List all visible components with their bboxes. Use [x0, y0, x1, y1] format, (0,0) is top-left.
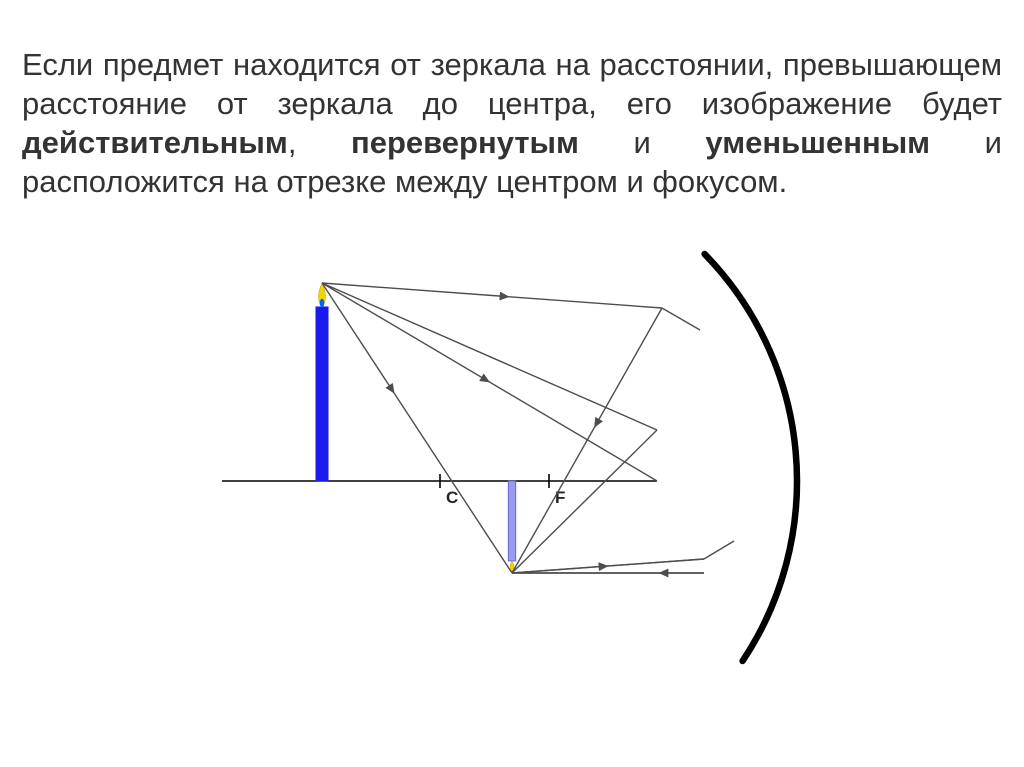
- axis-label: C: [446, 488, 458, 507]
- caption-bold-1: действительным: [22, 125, 288, 160]
- object-candle: [316, 307, 328, 481]
- light-ray: [512, 308, 662, 573]
- caption-bold-2: перевернутым: [351, 125, 579, 160]
- light-ray: [322, 283, 512, 573]
- ray-arrowhead: [386, 384, 394, 394]
- caption-bold-3: уменьшенным: [705, 125, 930, 160]
- caption-sep-2: и: [579, 125, 705, 160]
- axis-label: F: [555, 488, 565, 507]
- light-ray: [512, 430, 657, 573]
- caption-sep-1: ,: [288, 125, 351, 160]
- light-ray: [662, 308, 700, 330]
- flame-core: [320, 299, 325, 307]
- ray-arrowhead: [595, 417, 603, 427]
- light-ray: [704, 541, 734, 559]
- ray-arrowhead: [500, 292, 509, 300]
- ray-arrowhead: [480, 374, 490, 382]
- image-candle: [508, 481, 516, 561]
- mirror-arc: [705, 254, 797, 661]
- caption-part-1: Если предмет находится от зеркала на рас…: [22, 47, 1002, 121]
- light-ray: [322, 283, 657, 430]
- caption-paragraph: Если предмет находится от зеркала на рас…: [22, 45, 1002, 201]
- light-ray: [322, 283, 662, 308]
- mirror-ray-diagram: CF: [212, 236, 812, 666]
- ray-arrowhead: [599, 563, 608, 571]
- diagram-container: CF: [212, 232, 812, 671]
